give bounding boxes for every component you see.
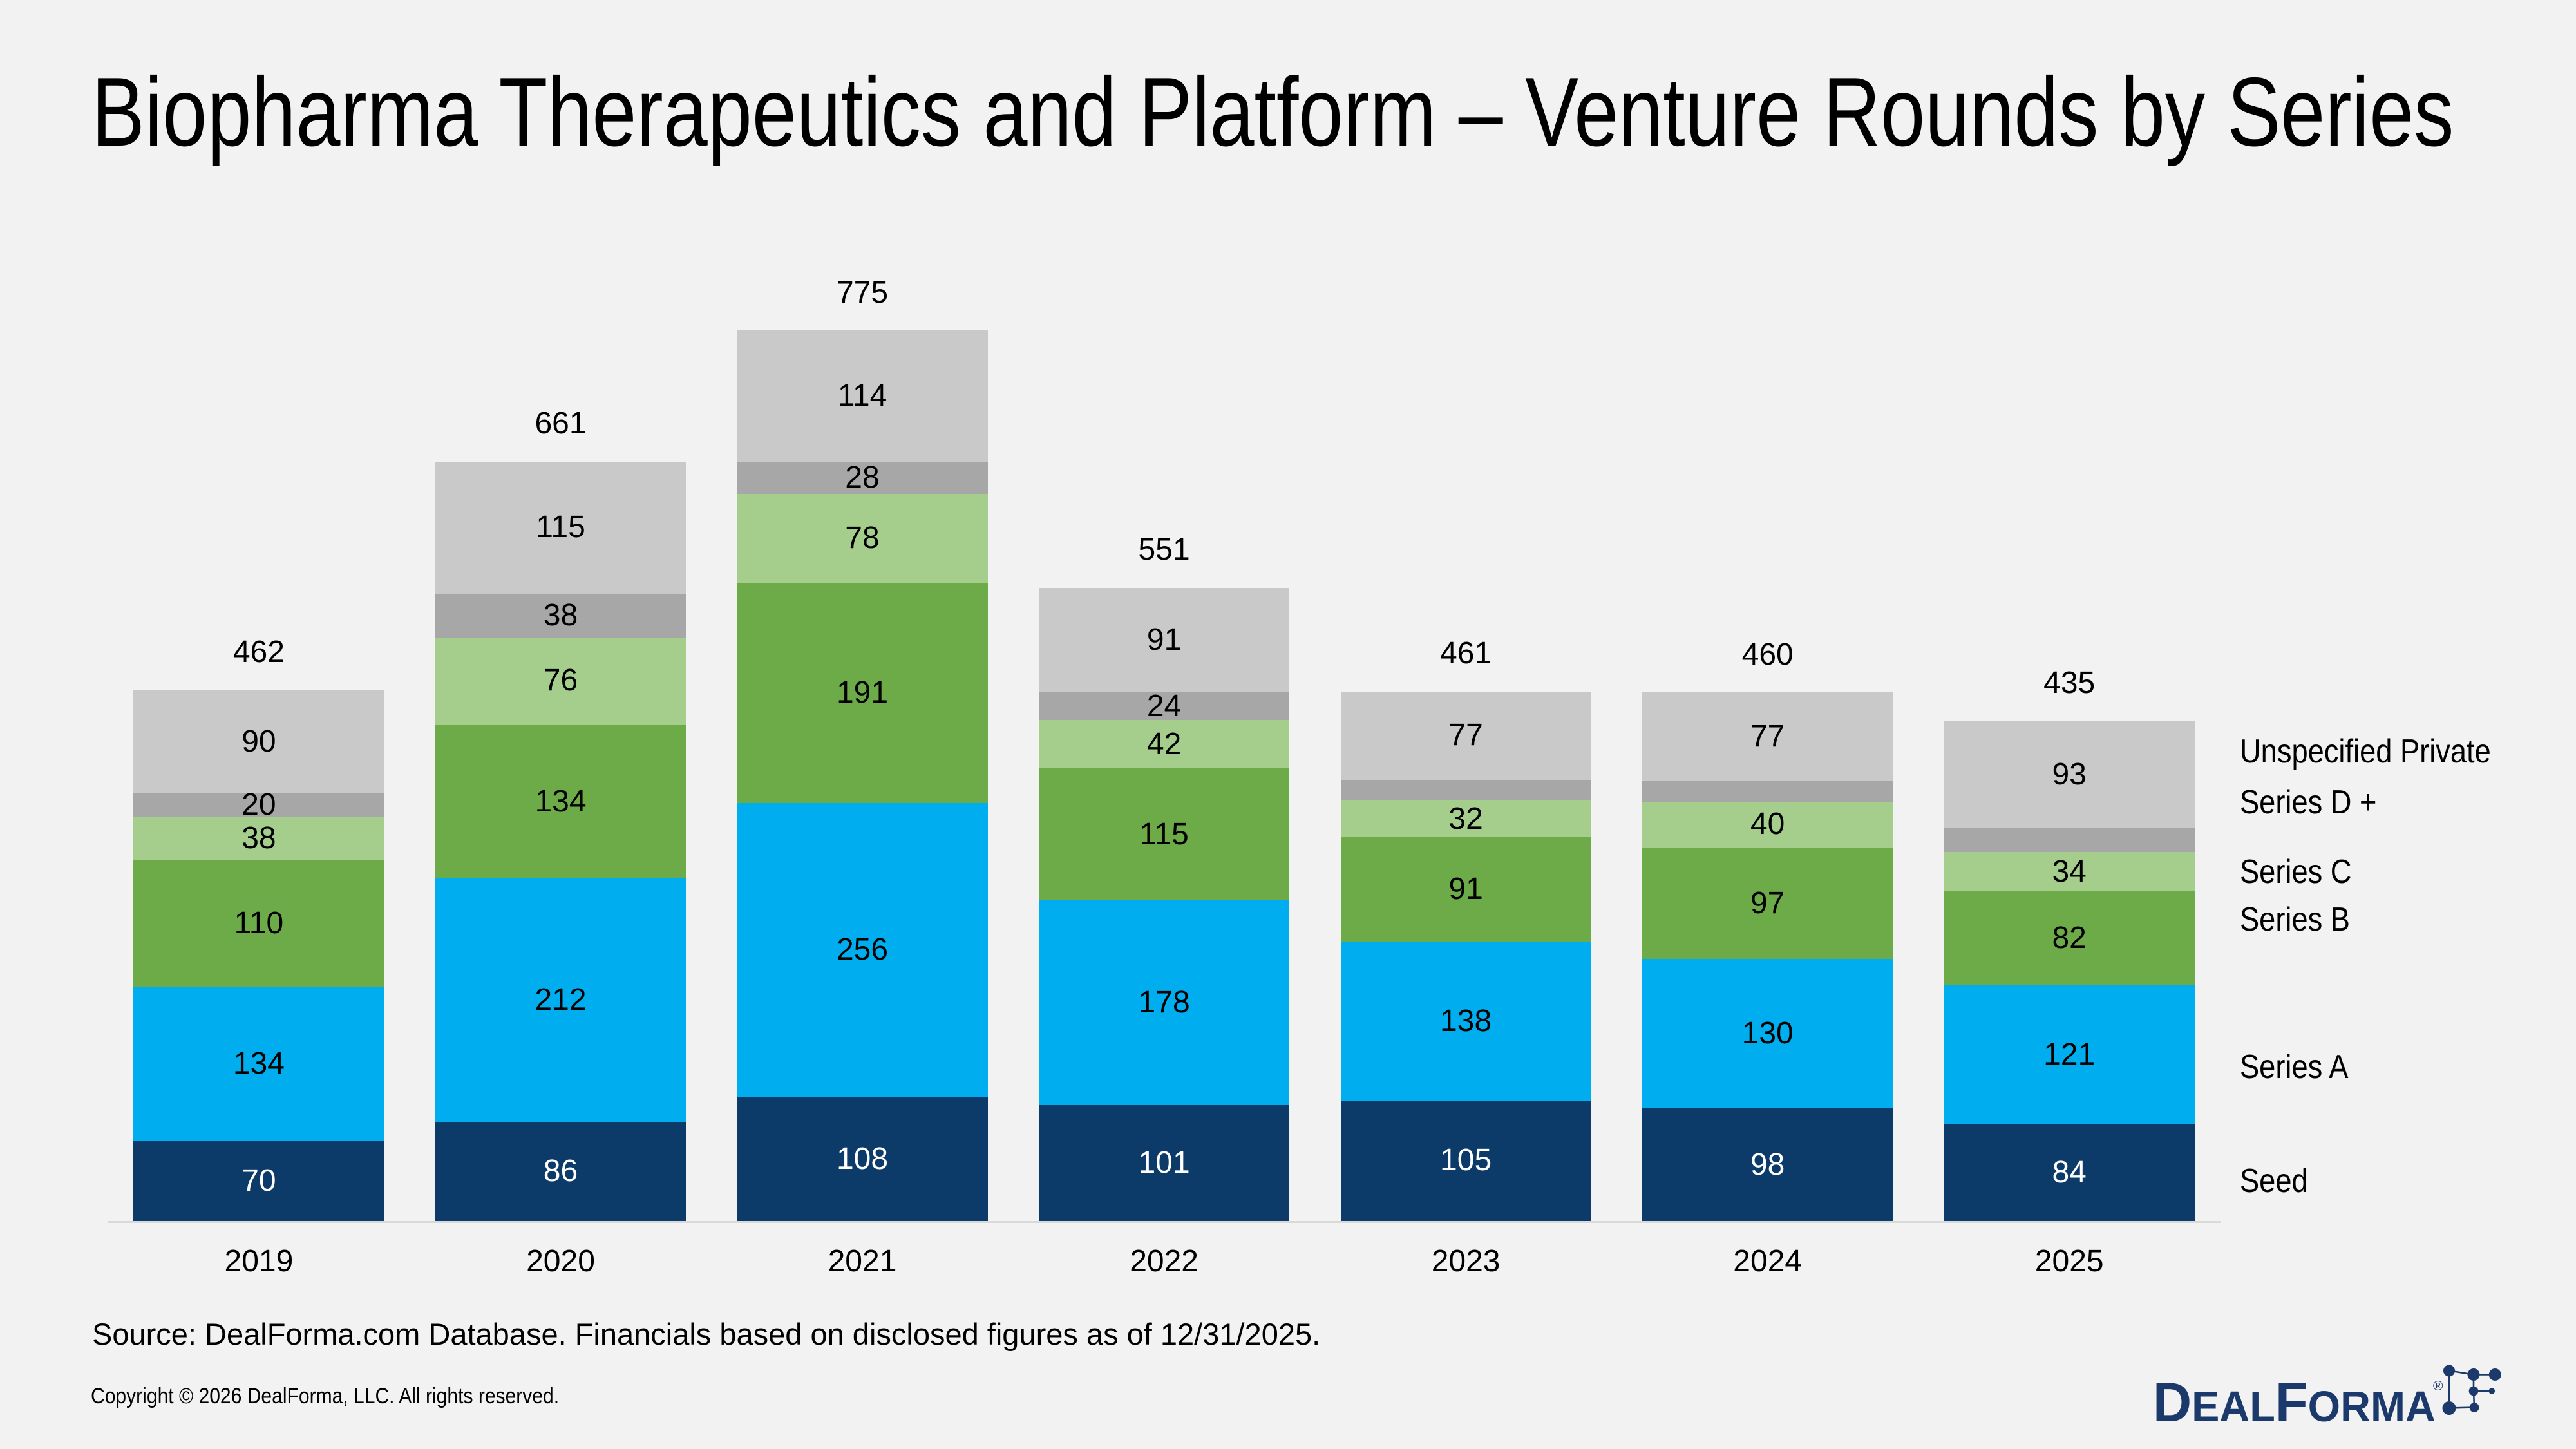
svg-text:®: ®	[2433, 1379, 2443, 1394]
svg-text:DEALFORMA: DEALFORMA	[2153, 1371, 2436, 1434]
